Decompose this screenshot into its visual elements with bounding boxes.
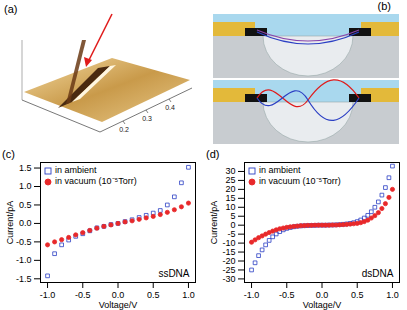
svg-text:-30: -30 (222, 274, 235, 284)
html-text:(c): (c) (2, 148, 15, 160)
html-text:(d): (d) (206, 148, 220, 160)
svg-text:1.0: 1.0 (182, 290, 195, 300)
svg-text:dsDNA: dsDNA (362, 268, 394, 279)
svg-text:-25: -25 (222, 265, 235, 275)
svg-text:Voltage/V: Voltage/V (303, 300, 342, 310)
svg-text:1.0: 1.0 (19, 181, 32, 191)
svg-text:-0.5: -0.5 (279, 290, 295, 300)
svg-text:-1.0: -1.0 (244, 290, 260, 300)
svg-text:-0.5: -0.5 (75, 290, 91, 300)
svg-text:0.0: 0.0 (316, 290, 329, 300)
svg-text:-1.0: -1.0 (40, 290, 56, 300)
svg-text:(a): (a) (4, 3, 17, 15)
svg-text:-15: -15 (222, 247, 235, 257)
svg-text:0.2: 0.2 (119, 126, 129, 133)
svg-text:0.4: 0.4 (165, 104, 175, 111)
svg-text:-10: -10 (222, 238, 235, 248)
svg-text:1.5: 1.5 (19, 163, 32, 173)
svg-text:Voltage/V: Voltage/V (99, 300, 138, 310)
html-text:in ambient: in ambient (259, 165, 301, 175)
svg-text:30: 30 (225, 166, 235, 176)
svg-text:-1.5: -1.5 (16, 274, 32, 284)
svg-text:-1.0: -1.0 (16, 255, 32, 265)
svg-text:Current/pA: Current/pA (5, 201, 15, 245)
svg-text:20: 20 (225, 184, 235, 194)
html-text:in vacuum (10⁻⁵Torr): in vacuum (10⁻⁵Torr) (259, 176, 341, 186)
svg-text:25: 25 (225, 175, 235, 185)
svg-text:0.5: 0.5 (19, 200, 32, 210)
svg-text:ssDNA: ssDNA (158, 268, 189, 279)
svg-text:1.0: 1.0 (386, 290, 399, 300)
svg-text:(b): (b) (378, 0, 391, 12)
html-text:in vacuum (10⁻⁵Torr): in vacuum (10⁻⁵Torr) (55, 176, 137, 186)
svg-text:10: 10 (225, 202, 235, 212)
svg-text:0.5: 0.5 (147, 290, 160, 300)
svg-text:0: 0 (230, 220, 235, 230)
svg-text:5: 5 (230, 211, 235, 221)
svg-text:0.3: 0.3 (142, 115, 152, 122)
svg-text:-20: -20 (222, 256, 235, 266)
svg-text:0.0: 0.0 (112, 290, 125, 300)
svg-text:0.5: 0.5 (351, 290, 364, 300)
html-text:in ambient: in ambient (55, 165, 97, 175)
svg-text:15: 15 (225, 193, 235, 203)
svg-text:Current/pA: Current/pA (209, 201, 219, 245)
svg-text:-5: -5 (227, 229, 235, 239)
svg-text:-0.5: -0.5 (16, 237, 32, 247)
svg-text:0.0: 0.0 (19, 218, 32, 228)
